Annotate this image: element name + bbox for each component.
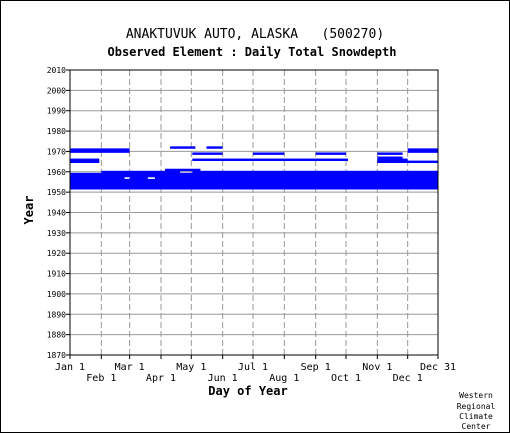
data-segment (70, 180, 438, 184)
data-segment (70, 178, 438, 182)
data-segment (407, 150, 438, 153)
data-segment (70, 150, 130, 153)
data-segment (192, 152, 223, 155)
data-segment (192, 158, 349, 161)
chart-subtitle: Observed Element : Daily Total Snowdepth (108, 45, 397, 59)
data-segment (407, 148, 438, 151)
y-axis-ticks: 1870 1880 1890 1900 1910 1920 1930 1940 1950 1960… (47, 66, 70, 360)
x-tick-label: Oct 1 (331, 373, 361, 384)
data-segment (377, 160, 438, 164)
data-segment (101, 170, 181, 174)
y-tick-label: 2000 (47, 86, 66, 95)
data-segment (154, 176, 438, 180)
data-segment (252, 152, 285, 155)
x-tick-label: Dec 31 (420, 362, 456, 373)
data-segment (70, 187, 438, 190)
data-segment (70, 172, 438, 176)
data-segment (70, 185, 438, 188)
grid (70, 69, 438, 356)
data-segment (129, 176, 148, 180)
x-tick-label: Apr 1 (146, 373, 176, 384)
x-axis-label: Day of Year (208, 384, 287, 398)
data-segment (165, 168, 201, 172)
y-tick-label: 1890 (47, 310, 66, 319)
x-tick-label: Sep 1 (301, 362, 331, 373)
y-axis-label: Year (22, 196, 36, 225)
x-tick-label: Feb 1 (86, 373, 116, 384)
data-segment (70, 158, 100, 161)
data-segment (70, 148, 130, 151)
data-segment (377, 156, 403, 159)
data-segments (70, 146, 438, 190)
footer-line-2: Regional (457, 402, 496, 411)
y-tick-label: 1870 (47, 351, 66, 360)
data-segment (70, 160, 100, 164)
x-tick-label: Mar 1 (115, 362, 145, 373)
y-tick-label: 1920 (47, 249, 66, 258)
x-axis-ticks: Jan 1 Mar 1 May 1 Jul 1 Sep 1 Nov 1 Dec 31 Feb … (55, 355, 456, 384)
y-tick-label: 1880 (47, 331, 66, 340)
data-segment (192, 170, 438, 174)
footer-line-1: Western (459, 391, 493, 400)
y-tick-label: 1940 (47, 209, 66, 218)
y-tick-label: 1970 (47, 147, 66, 156)
x-tick-label: Jun 1 (208, 373, 238, 384)
x-tick-label: May 1 (176, 362, 206, 373)
x-tick-label: Aug 1 (269, 373, 299, 384)
data-segment (70, 176, 125, 180)
x-tick-label: Nov 1 (362, 362, 392, 373)
data-segment (206, 146, 223, 149)
y-tick-label: 1980 (47, 127, 66, 136)
y-tick-label: 1950 (47, 188, 66, 197)
y-tick-label: 1990 (47, 107, 66, 116)
y-tick-label: 1900 (47, 290, 66, 299)
data-segment (170, 146, 196, 149)
y-tick-label: 1910 (47, 270, 66, 279)
data-segment (70, 174, 438, 178)
y-tick-label: 1930 (47, 229, 66, 238)
data-segment (377, 158, 408, 161)
y-tick-label: 2010 (47, 66, 66, 75)
chart-title: ANAKTUVUK AUTO, ALASKA (500270) (126, 27, 384, 42)
footer-line-4: Center (462, 422, 491, 431)
footer-line-3: Climate (459, 412, 493, 421)
x-tick-label: Jan 1 (55, 362, 85, 373)
data-segment (315, 152, 346, 155)
data-segment (70, 182, 438, 186)
x-tick-label: Dec 1 (393, 373, 423, 384)
data-segment (377, 152, 403, 155)
y-tick-label: 1960 (47, 168, 66, 177)
x-tick-label: Jul 1 (238, 362, 268, 373)
